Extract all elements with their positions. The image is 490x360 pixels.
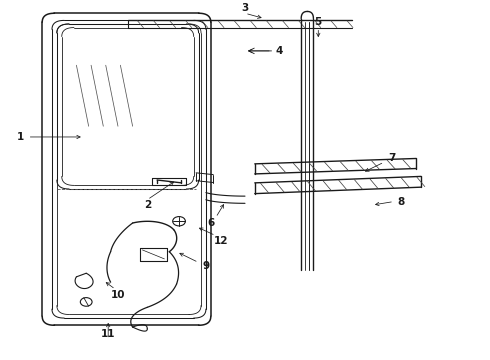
Text: 5: 5 xyxy=(315,17,322,27)
Text: 12: 12 xyxy=(213,236,228,246)
Text: 4: 4 xyxy=(275,46,283,56)
Text: 10: 10 xyxy=(111,290,125,300)
Text: 8: 8 xyxy=(398,197,405,207)
Text: 7: 7 xyxy=(388,153,395,163)
Text: 9: 9 xyxy=(202,261,209,271)
Text: 6: 6 xyxy=(207,218,215,228)
Text: 3: 3 xyxy=(242,3,248,13)
Text: 11: 11 xyxy=(101,329,116,339)
Text: 2: 2 xyxy=(144,200,151,210)
Text: 1: 1 xyxy=(17,132,24,142)
